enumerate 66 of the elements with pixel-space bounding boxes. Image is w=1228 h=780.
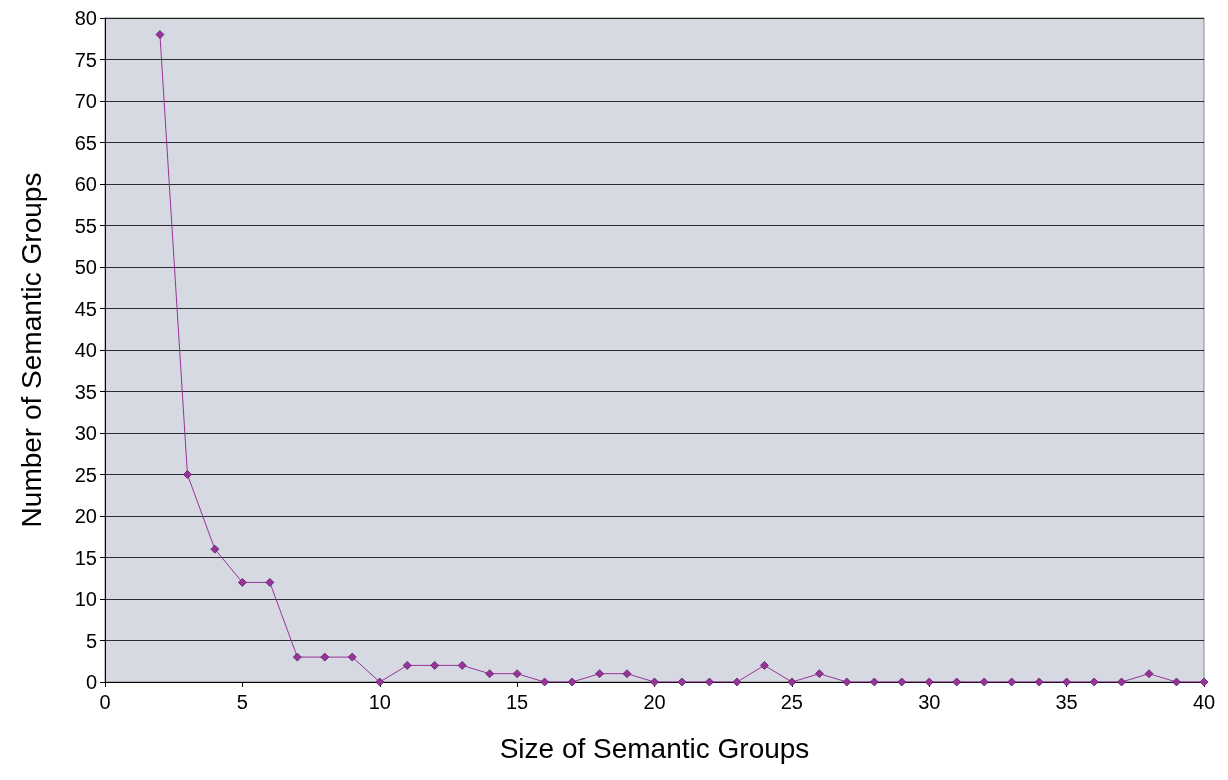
point — [595, 669, 604, 679]
point — [265, 578, 275, 587]
y-tick-label: 60 — [74, 173, 97, 195]
y-tick-label: 0 — [85, 671, 97, 693]
point — [732, 677, 742, 687]
point — [485, 669, 495, 679]
point — [1089, 677, 1099, 687]
point — [155, 30, 165, 39]
point — [457, 661, 467, 670]
point — [210, 544, 220, 554]
point — [1062, 677, 1072, 687]
point — [567, 677, 577, 687]
y-axis-title: Number of Semantic Groups — [15, 172, 47, 528]
point — [705, 677, 714, 687]
y-tick-label: 35 — [74, 380, 97, 403]
point — [842, 677, 852, 687]
point — [1144, 669, 1154, 679]
y-tick-label: 50 — [74, 256, 97, 278]
y-tick-label: 80 — [74, 7, 97, 29]
point — [979, 677, 989, 687]
point — [924, 677, 934, 687]
point — [952, 677, 962, 687]
x-tick-label: 5 — [236, 691, 248, 713]
y-tick-label: 25 — [74, 463, 97, 486]
point — [375, 677, 385, 687]
point — [897, 677, 907, 687]
point — [1034, 677, 1044, 687]
x-axis-title: Size of Semantic Groups — [499, 732, 810, 764]
y-tick-label: 40 — [74, 339, 97, 361]
y-tick-label: 70 — [74, 90, 97, 112]
x-tick-label: 10 — [368, 691, 391, 713]
point — [760, 661, 769, 670]
point — [1007, 677, 1017, 687]
x-tick-label: 35 — [1055, 691, 1078, 713]
y-tick-label: 65 — [74, 131, 97, 154]
x-tick-label: 15 — [506, 691, 529, 713]
x-tick-label: 25 — [780, 691, 803, 713]
y-tick-label: 20 — [74, 505, 97, 527]
point — [787, 677, 797, 687]
y-tick-label: 10 — [74, 588, 97, 610]
point — [320, 652, 330, 662]
point — [347, 652, 357, 662]
x-tick-label: 30 — [918, 691, 941, 713]
point — [237, 578, 247, 587]
point — [540, 677, 549, 687]
x-tick-label: 40 — [1192, 691, 1216, 713]
x-tick-label: 0 — [99, 691, 111, 713]
point — [183, 470, 192, 479]
y-tick-label: 30 — [74, 422, 97, 444]
point — [622, 669, 632, 679]
y-tick-label: 75 — [74, 48, 97, 71]
x-tick-label: 20 — [643, 691, 666, 713]
point — [869, 677, 879, 687]
y-tick-label: 45 — [74, 297, 97, 320]
point — [402, 661, 412, 670]
point — [814, 669, 824, 679]
point — [650, 677, 659, 687]
point — [677, 677, 687, 687]
y-tick-label: 5 — [85, 629, 97, 652]
point — [1172, 677, 1181, 687]
y-tick-label: 55 — [74, 214, 97, 237]
point — [292, 652, 302, 662]
y-tick-label: 15 — [74, 546, 97, 569]
point — [430, 661, 440, 670]
point — [512, 669, 522, 679]
point — [1117, 677, 1126, 687]
